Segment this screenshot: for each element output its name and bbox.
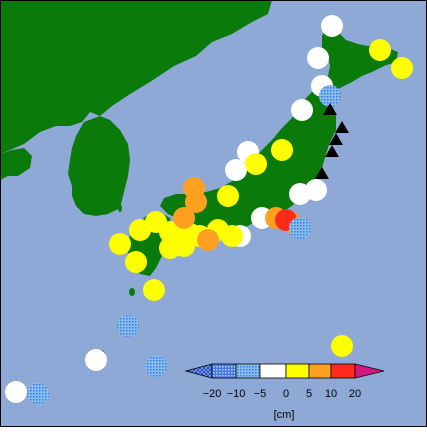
hokkaido <box>316 28 398 92</box>
colorbar-tick-label: −20 <box>203 388 222 400</box>
tide-station-marker <box>391 57 413 79</box>
tide-station-marker <box>225 159 247 181</box>
tide-station-marker <box>5 381 27 403</box>
tide-station-marker <box>27 383 49 405</box>
colorbar-tick-label: 5 <box>306 388 312 400</box>
triangle-marker <box>325 145 339 157</box>
tide-station-marker <box>145 355 167 377</box>
tide-station-marker <box>109 233 131 255</box>
tide-station-marker <box>369 39 391 61</box>
triangle-marker <box>315 167 329 179</box>
tide-station-marker <box>221 225 243 247</box>
colorbar-tick-label: 10 <box>325 388 337 400</box>
tide-station-marker <box>185 191 207 213</box>
colorbar-tick-label: −5 <box>254 388 267 400</box>
tide-station-marker <box>125 251 147 273</box>
colorbar-bin <box>330 363 356 379</box>
triangle-markers <box>315 103 349 179</box>
colorbar-tick-label: −10 <box>227 388 246 400</box>
tide-station-marker <box>143 279 165 301</box>
colorbar-bin <box>235 363 261 379</box>
tide-station-marker <box>331 335 353 357</box>
island-tanegashima <box>129 288 135 296</box>
tide-station-marker <box>305 179 327 201</box>
colorbar-tick-label: 20 <box>349 388 361 400</box>
tide-station-marker <box>129 219 151 241</box>
mainland-coast <box>0 148 32 180</box>
tide-station-marker <box>307 47 329 69</box>
tide-station-marker <box>173 207 195 229</box>
island-tsushima <box>118 204 122 212</box>
korean-peninsula <box>68 116 130 216</box>
tide-stations <box>5 15 413 405</box>
tide-station-marker <box>159 221 181 243</box>
colorbar-bin <box>354 363 385 379</box>
colorbar-bin <box>211 363 237 379</box>
triangle-marker <box>323 103 337 115</box>
tide-station-marker <box>321 15 343 37</box>
colorbar-tick-label: 0 <box>283 388 289 400</box>
triangle-marker <box>329 133 343 145</box>
tide-station-marker <box>117 315 139 337</box>
colorbar: −20 −10 −5 0 5 10 20 [cm] <box>184 363 385 421</box>
colorbar-unit-label: [cm] <box>274 409 295 421</box>
tide-station-marker <box>217 185 239 207</box>
tide-station-marker <box>291 99 313 121</box>
tide-station-marker <box>245 153 267 175</box>
colorbar-bin <box>259 363 287 379</box>
triangle-marker <box>335 121 349 133</box>
colorbar-bin <box>285 363 310 379</box>
tide-station-marker <box>271 139 293 161</box>
colorbar-bin <box>308 363 332 379</box>
tide-station-marker <box>85 349 107 371</box>
asian-mainland <box>0 0 272 154</box>
tide-station-marker <box>197 229 219 251</box>
tide-station-marker <box>319 85 341 107</box>
colorbar-bins <box>184 363 385 379</box>
tide-station-marker <box>289 217 311 239</box>
